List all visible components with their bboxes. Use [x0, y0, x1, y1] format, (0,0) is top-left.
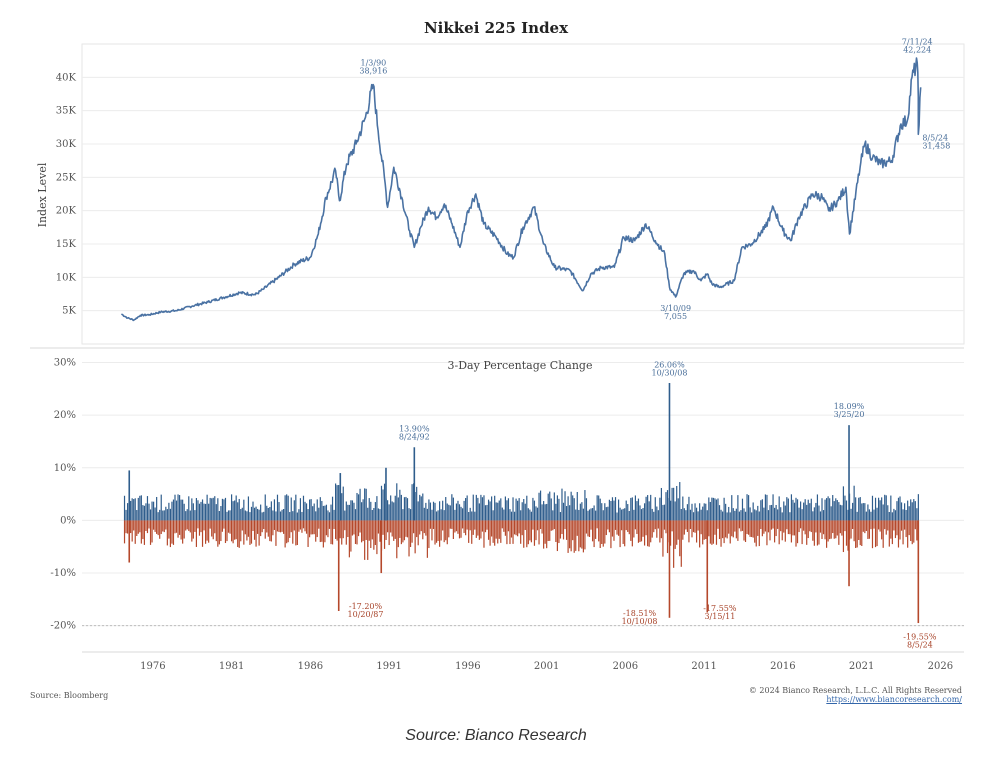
bottom-annotation-date: 3/15/11	[704, 612, 735, 621]
top-annotation-value: 7,055	[664, 312, 687, 321]
x-tick-label: 1991	[376, 661, 401, 672]
x-tick-label: 1996	[455, 661, 480, 672]
x-tick-label: 2011	[691, 661, 716, 672]
bottom-annotation-value: -17.20%	[349, 602, 383, 611]
index-level-panel: 5K 10K 15K 20K 25K 30K 35K 40K Index Level 1/3/…	[36, 38, 965, 345]
bottom-y-tick-label: 0%	[60, 515, 76, 526]
bottom-annotation-value: -19.55%	[903, 632, 937, 641]
bottom-annotation-value: 18.09%	[834, 402, 865, 411]
bottom-annotation-date: 10/10/08	[622, 617, 658, 626]
top-annotation-date: 8/5/24	[922, 133, 948, 142]
top-y-tick-label: 25K	[56, 172, 77, 183]
bottom-annotation-date: 8/24/92	[399, 432, 430, 441]
top-annotation-value: 38,916	[359, 66, 387, 75]
x-tick-label: 1976	[140, 661, 165, 672]
website-link[interactable]: https://www.biancoresearch.com/	[826, 695, 962, 704]
top-annotation-date: 1/3/90	[361, 58, 387, 67]
source-note: Source: Bloomberg	[30, 691, 109, 700]
top-annotation-value: 42,224	[903, 46, 931, 55]
x-tick-label: 1986	[298, 661, 323, 672]
bottom-annotation-date: 8/5/24	[907, 640, 933, 649]
top-y-tick-label: 5K	[62, 306, 76, 317]
x-tick-label: 2016	[770, 661, 795, 672]
top-plot-area	[81, 43, 965, 345]
top-y-tick-label: 40K	[56, 72, 77, 83]
bottom-y-tick-label: 20%	[54, 410, 76, 421]
bottom-annotation-date: 3/25/20	[834, 410, 865, 419]
bottom-annotation-value: -17.55%	[703, 604, 737, 613]
copyright-text: © 2024 Bianco Research, L.L.C. All Right…	[748, 686, 962, 695]
top-y-tick-label: 30K	[56, 139, 77, 150]
bottom-annotation-date: 10/20/87	[348, 610, 384, 619]
x-tick-label: 1981	[219, 661, 244, 672]
x-tick-label: 2026	[928, 661, 953, 672]
bottom-y-tick-label: 10%	[54, 463, 76, 474]
top-annotation-date: 7/11/24	[902, 38, 933, 47]
top-y-tick-label: 10K	[56, 272, 77, 283]
top-y-tick-label: 20K	[56, 206, 77, 217]
bottom-y-tick-label: 30%	[54, 358, 76, 369]
top-y-tick-label: 15K	[56, 239, 77, 250]
top-y-tick-label: 35K	[56, 106, 77, 117]
percentage-change-panel: -20% -10% 0% 10% 20% 30% 3-Day Percentage Cha…	[50, 358, 964, 649]
bottom-annotation-value: 26.06%	[654, 360, 685, 369]
x-tick-label: 2001	[534, 661, 559, 672]
bottom-y-tick-label: -20%	[50, 621, 76, 632]
y-axis-label: Index Level	[36, 162, 49, 227]
index-level-line	[120, 57, 922, 322]
bottom-annotation-date: 10/30/08	[652, 368, 688, 377]
x-tick-label: 2021	[849, 661, 874, 672]
subchart-title: 3-Day Percentage Change	[448, 359, 593, 372]
bottom-annotation-value: -18.51%	[623, 609, 657, 618]
image-caption: Source: Bianco Research	[405, 727, 587, 744]
bottom-y-tick-label: -10%	[50, 568, 76, 579]
chart-title: Nikkei 225 Index	[424, 19, 569, 37]
percentage-bars	[123, 383, 920, 624]
x-tick-label: 2006	[613, 661, 638, 672]
top-annotation-value: 31,458	[922, 141, 950, 150]
top-annotation-date: 3/10/09	[660, 304, 691, 313]
copyright-block: © 2024 Bianco Research, L.L.C. All Right…	[749, 686, 962, 704]
bottom-annotation-value: 13.90%	[399, 424, 430, 433]
